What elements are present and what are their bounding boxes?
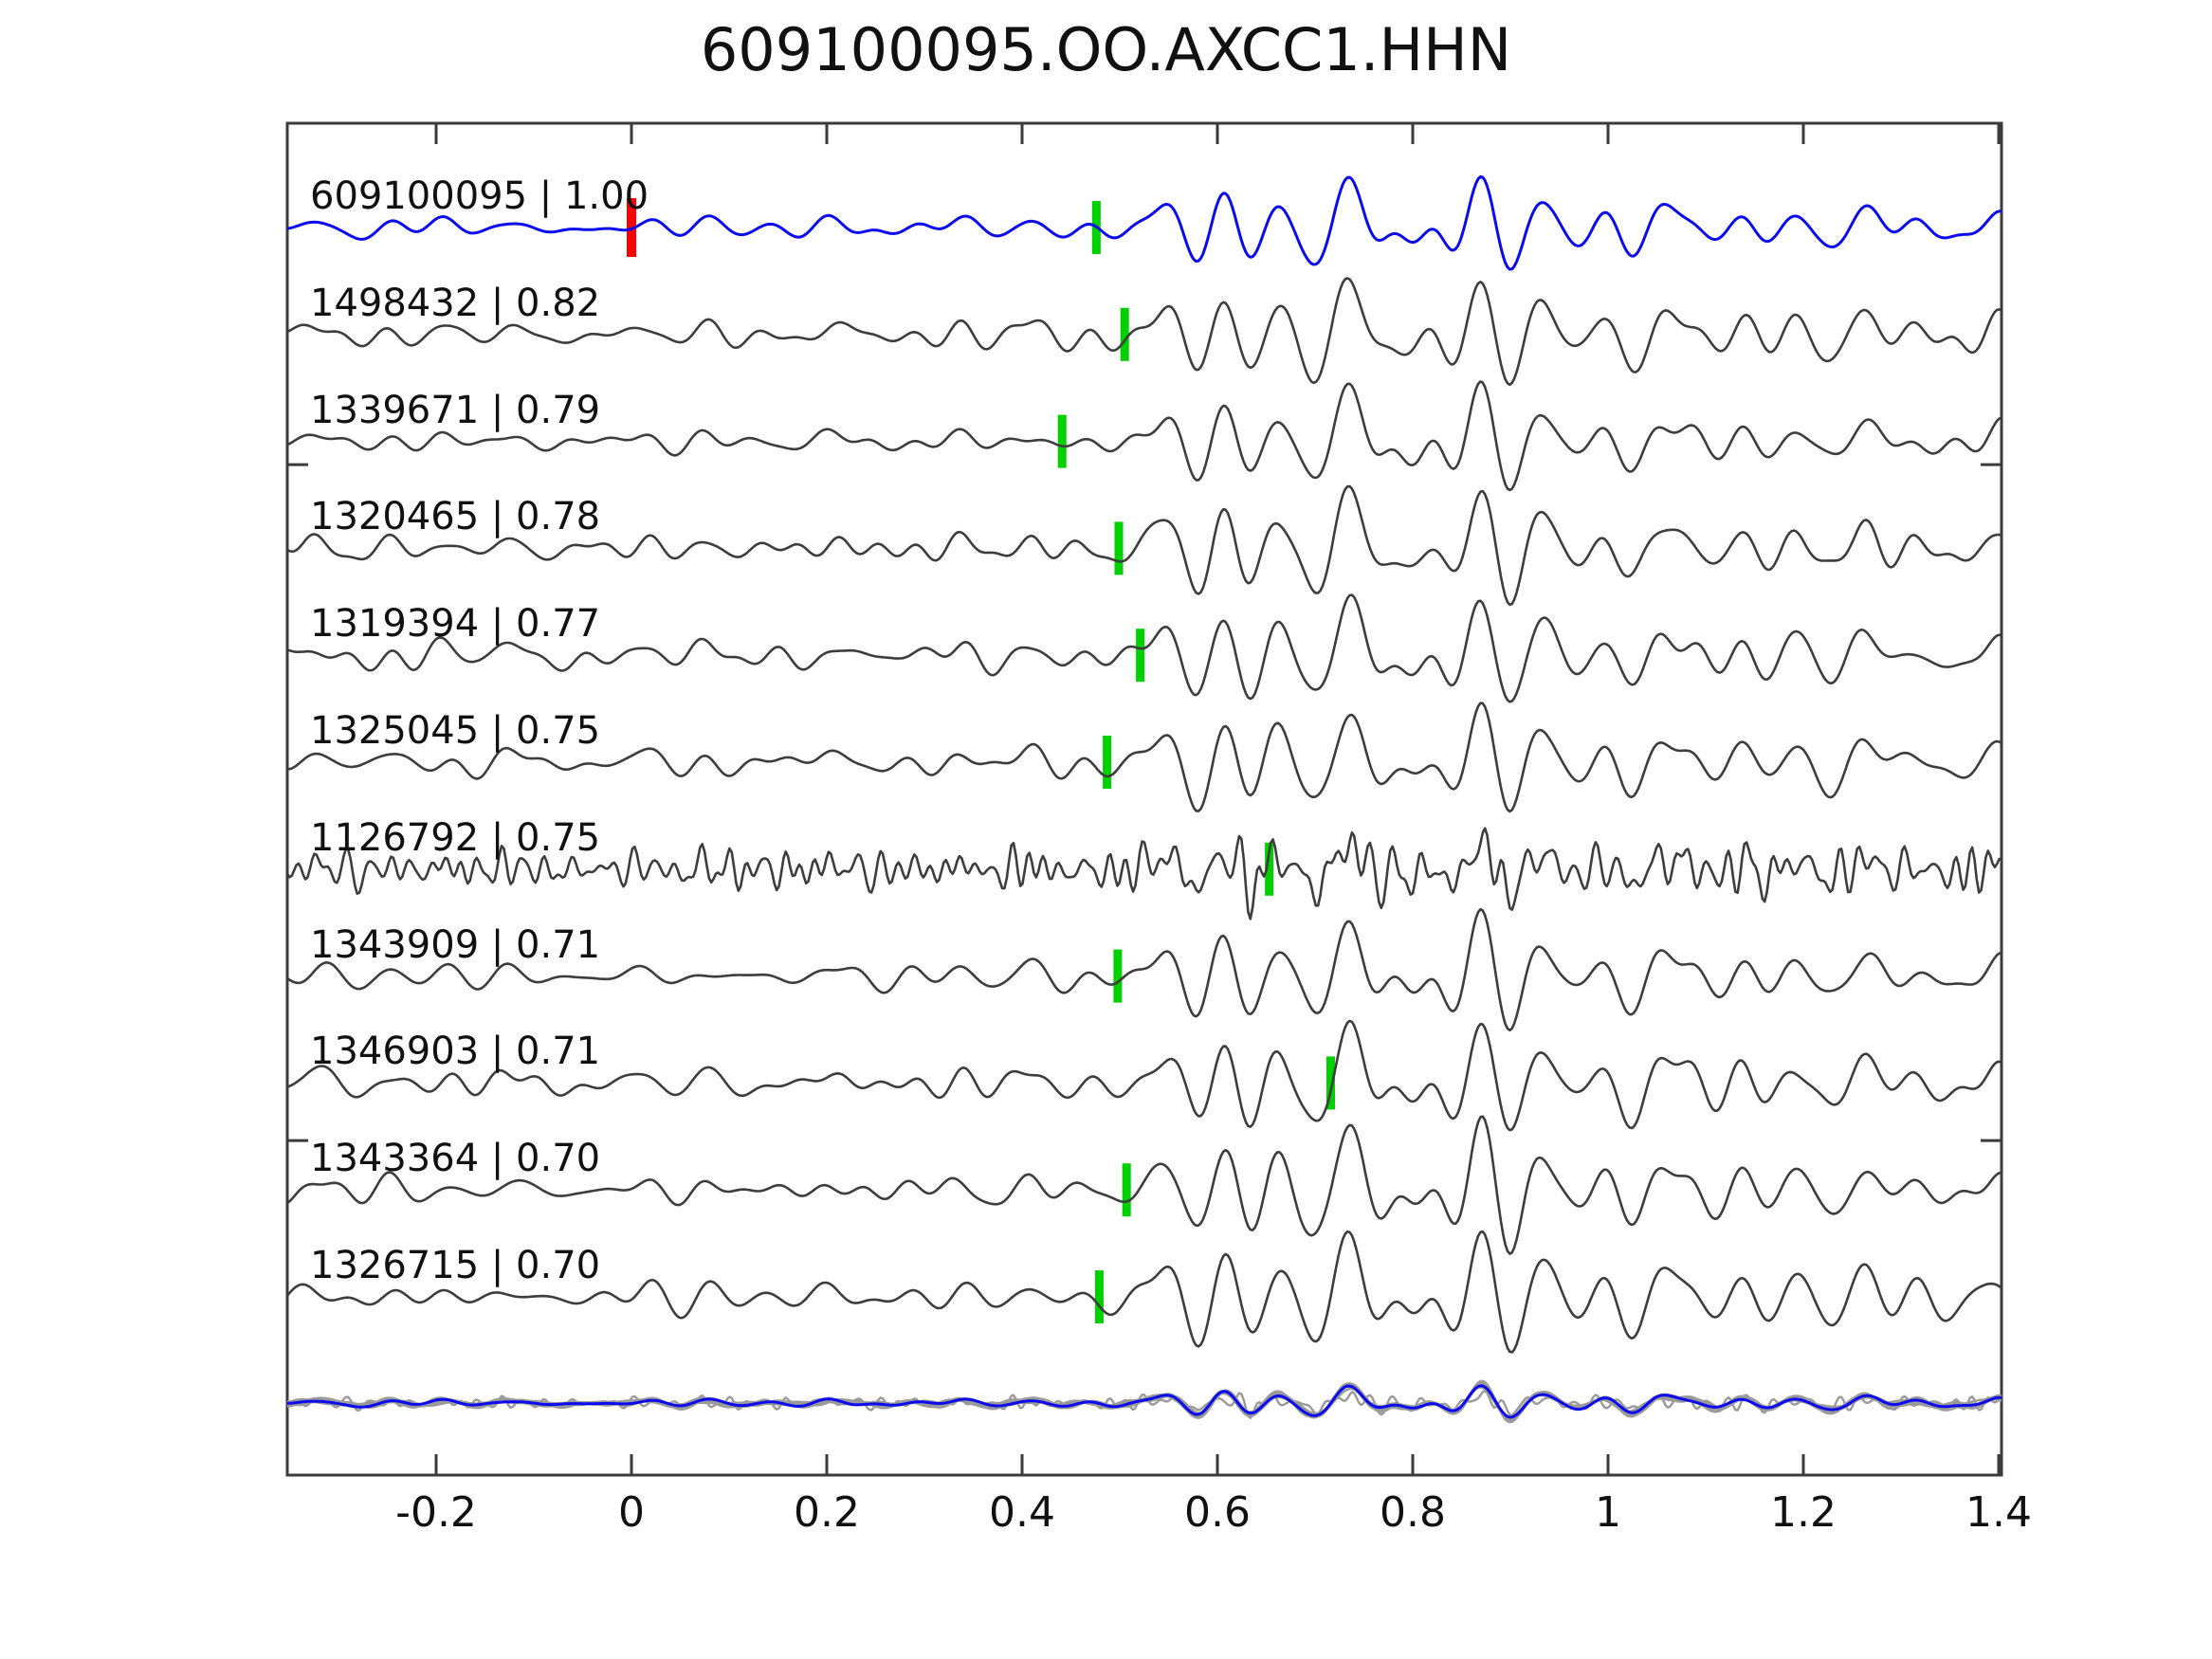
trace-label-1339671: 1339671 | 0.79 [310, 388, 601, 432]
waveform-trace-1339671 [286, 380, 2002, 492]
trace-label-1319394: 1319394 | 0.77 [310, 602, 601, 647]
waveform-trace-1498432 [286, 277, 2002, 387]
x-tick-label-1: 1 [1595, 1488, 1621, 1537]
trace-label-1343364: 1343364 | 0.70 [310, 1137, 601, 1181]
pick-marker-1126792 [1265, 842, 1274, 896]
pick-marker-1339671 [1057, 414, 1067, 468]
pick-marker-1498432 [1120, 307, 1129, 361]
waveform-trace-1326715 [286, 1230, 2002, 1354]
trace-label-1326715: 1326715 | 0.70 [310, 1244, 601, 1287]
x-tick-label-0.6: 0.6 [1184, 1488, 1251, 1537]
overlay-template-trace [286, 1384, 2002, 1419]
trace-label-1343909: 1343909 | 0.71 [310, 922, 601, 967]
waveform-trace-1325045 [286, 702, 2002, 813]
trace-label-1325045: 1325045 | 0.75 [310, 709, 601, 753]
x-tick-label-0: 0 [618, 1488, 645, 1537]
pick-marker-1343364 [1122, 1163, 1131, 1217]
x-tick-label-1.4: 1.4 [1965, 1488, 2032, 1537]
pick-marker-1343909 [1113, 949, 1123, 1003]
trace-label-1320465: 1320465 | 0.78 [310, 495, 601, 539]
waveform-trace-609100095 [286, 174, 2002, 271]
trace-label-1346903: 1346903 | 0.71 [310, 1030, 601, 1074]
x-tick-label-0.8: 0.8 [1380, 1488, 1446, 1537]
pick-marker-1325045 [1103, 736, 1112, 789]
waveform-trace-1343909 [286, 907, 2002, 1031]
trace-label-609100095: 609100095 | 1.00 [310, 174, 649, 218]
x-tick-label-1.2: 1.2 [1770, 1488, 1837, 1537]
x-tick-label--0.2: -0.2 [395, 1488, 477, 1537]
waveform-trace-1346903 [286, 1019, 2002, 1132]
trace-label-1126792: 1126792 | 0.75 [310, 815, 601, 860]
waveform-trace-1320465 [286, 484, 2002, 607]
pick-marker-1346903 [1326, 1056, 1335, 1110]
waveform-trace-1343364 [286, 1115, 2002, 1255]
trace-label-1498432: 1498432 | 0.82 [310, 281, 601, 325]
x-tick-label-0.4: 0.4 [989, 1488, 1055, 1537]
waveform-trace-1319394 [286, 593, 2002, 703]
waveform-trace-1126792 [285, 827, 2002, 921]
plot-border [285, 121, 2003, 1477]
pick-marker-1319394 [1136, 629, 1145, 683]
x-tick-label-0.2: 0.2 [794, 1488, 860, 1537]
pick-marker-1326715 [1094, 1270, 1104, 1323]
pick-marker-1320465 [1114, 521, 1124, 575]
plot-title: 609100095.OO.AXCC1.HHN [700, 15, 1512, 84]
